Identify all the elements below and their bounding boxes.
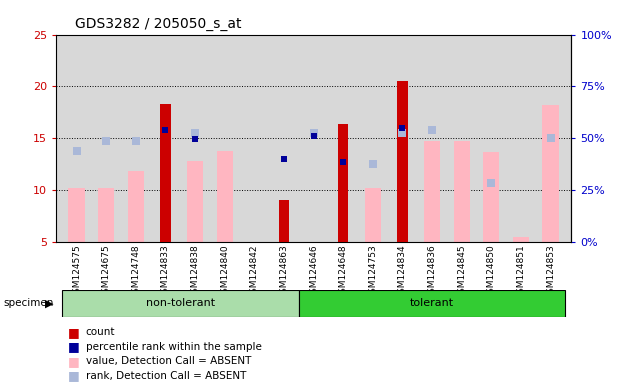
Bar <box>98 188 114 242</box>
Text: count: count <box>86 327 116 337</box>
Bar <box>68 188 85 242</box>
Bar <box>279 200 289 242</box>
Bar <box>513 237 529 242</box>
Bar <box>160 104 171 242</box>
Bar <box>217 151 233 242</box>
Bar <box>365 188 381 242</box>
Text: ■: ■ <box>68 326 80 339</box>
Bar <box>424 141 440 242</box>
Text: GDS3282 / 205050_s_at: GDS3282 / 205050_s_at <box>75 17 241 31</box>
Text: ▶: ▶ <box>45 298 53 308</box>
Bar <box>299 290 565 317</box>
Text: ■: ■ <box>68 340 80 353</box>
Bar <box>542 105 559 242</box>
Text: rank, Detection Call = ABSENT: rank, Detection Call = ABSENT <box>86 371 246 381</box>
Text: value, Detection Call = ABSENT: value, Detection Call = ABSENT <box>86 356 251 366</box>
Text: specimen: specimen <box>3 298 53 308</box>
Bar <box>453 141 470 242</box>
Bar <box>338 124 348 242</box>
Text: ■: ■ <box>68 369 80 382</box>
Bar <box>62 290 299 317</box>
Bar <box>397 81 407 242</box>
Text: tolerant: tolerant <box>410 298 454 308</box>
Text: non-tolerant: non-tolerant <box>146 298 215 308</box>
Bar <box>128 171 144 242</box>
Bar <box>187 161 203 242</box>
Text: ■: ■ <box>68 355 80 368</box>
Bar <box>483 152 499 242</box>
Text: percentile rank within the sample: percentile rank within the sample <box>86 342 261 352</box>
